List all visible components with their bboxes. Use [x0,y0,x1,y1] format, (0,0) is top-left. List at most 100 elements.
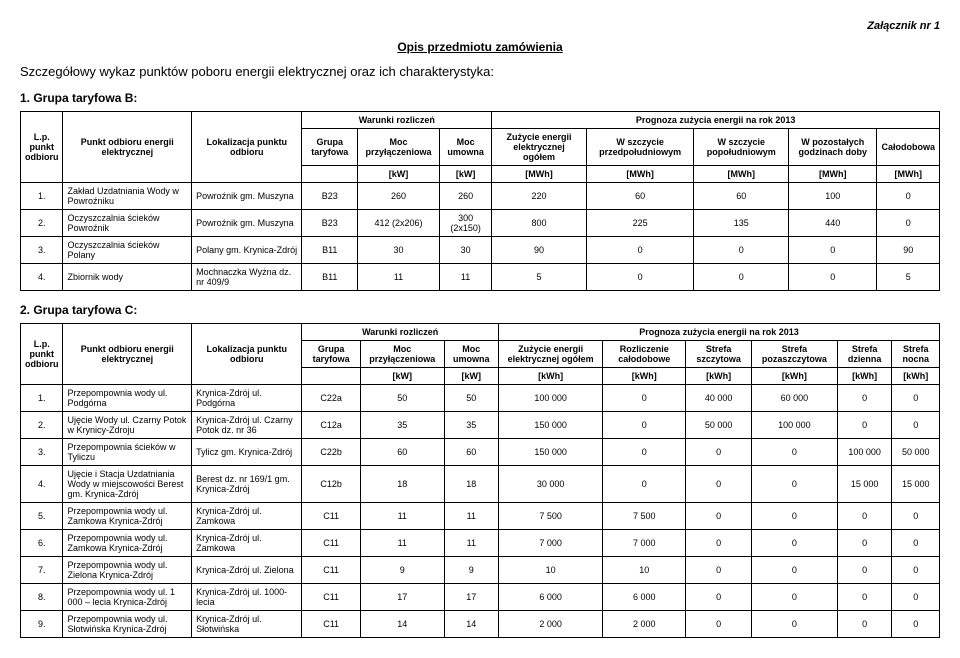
table-cell: 11 [439,264,491,291]
col-noc: Strefa nocna [892,341,940,368]
unit-kw: [kW] [360,368,444,385]
table-cell: 30 [358,237,440,264]
table-cell: 0 [694,264,789,291]
table-cell: 14 [360,611,444,638]
table-cell: 0 [751,584,837,611]
table-cell: 2 000 [498,611,602,638]
table-cell: 135 [694,210,789,237]
table-cell: 50 000 [892,439,940,466]
table-cell: C11 [302,584,360,611]
table-cell: 1. [21,385,63,412]
col-name: Punkt odbioru energii elektrycznej [63,112,192,183]
table-cell: 225 [586,210,694,237]
table-row: 4.Ujęcie i Stacja Uzdatniania Wody w mie… [21,466,940,503]
table-cell: 60 [694,183,789,210]
table-cell: 17 [444,584,498,611]
table-cell: 0 [892,503,940,530]
table-row: 1.Zakład Uzdatniania Wody w PowroźnikuPo… [21,183,940,210]
col-mocp: Moc przyłączeniowa [360,341,444,368]
table-cell: Ujęcie i Stacja Uzdatniania Wody w miejs… [63,466,192,503]
col-lp: L.p. punkt odbioru [21,324,63,385]
table-cell: 10 [603,557,686,584]
section1-header: 1. Grupa taryfowa B: [20,91,940,105]
table-row: 8.Przepompownia wody ul. 1 000 – lecia K… [21,584,940,611]
table-section1: L.p. punkt odbioru Punkt odbioru energii… [20,111,940,291]
table-cell: 9. [21,611,63,638]
subtitle: Szczegółowy wykaz punktów poboru energii… [20,64,940,79]
table-cell: 90 [492,237,587,264]
section2-header: 2. Grupa taryfowa C: [20,303,940,317]
table-cell: 0 [686,439,752,466]
table-cell: 40 000 [686,385,752,412]
table-cell: 0 [837,557,892,584]
table-cell: Krynica-Zdrój ul. Podgórna [192,385,302,412]
col-loc: Lokalizacja punktu odbioru [192,112,302,183]
table-cell: 3. [21,439,63,466]
unit-kwh: [kWh] [892,368,940,385]
col-zuzycie: Zużycie energii elektrycznej ogółem [492,129,587,166]
table-cell: 260 [439,183,491,210]
col-poza: Strefa pozaszczytowa [751,341,837,368]
unit-mwh: [MWh] [694,166,789,183]
table-cell: C22a [302,385,360,412]
table-cell: 100 000 [837,439,892,466]
col-name: Punkt odbioru energii elektrycznej [63,324,192,385]
table-cell: 18 [444,466,498,503]
table-cell: C11 [302,530,360,557]
table-cell: 0 [789,264,877,291]
col-calo: Całodobowa [877,129,940,166]
table-cell: 35 [444,412,498,439]
table-cell: 0 [892,584,940,611]
table-cell: Zakład Uzdatniania Wody w Powroźniku [63,183,192,210]
table-cell: 0 [686,466,752,503]
table-row: 7.Przepompownia wody ul. Zielona Krynica… [21,557,940,584]
table-cell: Przepompownia wody ul. Zamkowa Krynica-Z… [63,503,192,530]
table-cell: 7. [21,557,63,584]
table-cell: 0 [686,557,752,584]
table-cell: Ujęcie Wody ul. Czarny Potok w Krynicy-Z… [63,412,192,439]
table-cell: 150 000 [498,439,602,466]
table-cell: 0 [892,530,940,557]
table-cell: 6. [21,530,63,557]
table-cell: 440 [789,210,877,237]
table-cell: 150 000 [498,412,602,439]
table-cell: C22b [302,439,360,466]
table-cell: 50 000 [686,412,752,439]
table-cell: 0 [751,611,837,638]
table-cell: 35 [360,412,444,439]
table-cell: 0 [837,385,892,412]
table-cell: Powroźnik gm. Muszyna [192,210,302,237]
table-cell: 0 [603,385,686,412]
table-cell: 17 [360,584,444,611]
table-cell: Przepompownia wody ul. 1 000 – lecia Kry… [63,584,192,611]
table-cell: 3. [21,237,63,264]
table-cell: Oczyszczalnia ścieków Polany [63,237,192,264]
unit-mwh: [MWh] [492,166,587,183]
table-cell: 7 500 [603,503,686,530]
col-mocu: Moc umowna [444,341,498,368]
unit-kwh: [kWh] [686,368,752,385]
table-cell: 7 000 [603,530,686,557]
table-cell: Przepompownia wody ul. Słotwińska Krynic… [63,611,192,638]
table-cell: 0 [892,611,940,638]
table-cell: 0 [603,439,686,466]
table-cell: 9 [360,557,444,584]
table-cell: Krynica-Zdrój ul. Słotwińska [192,611,302,638]
unit-kwh: [kWh] [498,368,602,385]
table-cell: 11 [360,530,444,557]
col-loc: Lokalizacja punktu odbioru [192,324,302,385]
table-cell: 0 [892,557,940,584]
table-cell: Mochnaczka Wyżna dz. nr 409/9 [192,264,302,291]
table-row: 6.Przepompownia wody ul. Zamkowa Krynica… [21,530,940,557]
table-cell: 7 000 [498,530,602,557]
table-row: 5.Przepompownia wody ul. Zamkowa Krynica… [21,503,940,530]
table-cell: Przepompownia wody ul. Zamkowa Krynica-Z… [63,530,192,557]
table-cell: 300 (2x150) [439,210,491,237]
table-cell: 0 [586,264,694,291]
table-cell: 2. [21,412,63,439]
page-title: Opis przedmiotu zamówienia [20,40,940,54]
table-row: 3.Przepompownia ścieków w TyliczuTylicz … [21,439,940,466]
table-cell: 0 [686,530,752,557]
table-cell: 50 [444,385,498,412]
table-cell: 11 [358,264,440,291]
